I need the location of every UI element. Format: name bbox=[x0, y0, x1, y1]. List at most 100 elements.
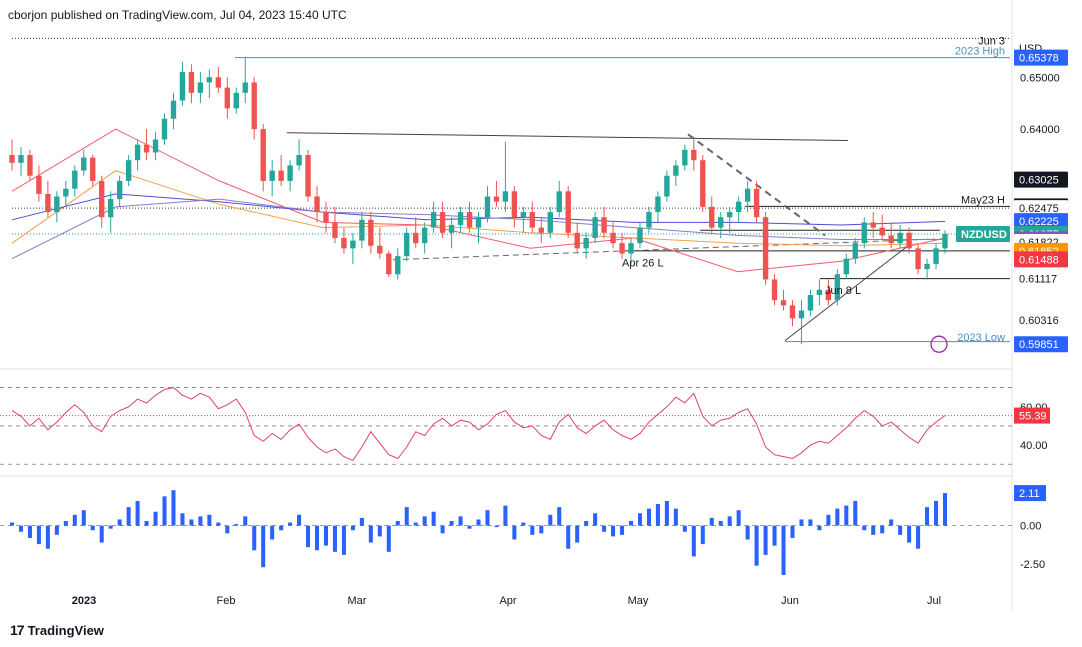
macd-bar bbox=[745, 525, 750, 540]
macd-bar bbox=[611, 525, 616, 537]
candle-body bbox=[197, 82, 204, 93]
candle-body bbox=[574, 232, 580, 249]
price-note: May23 H bbox=[961, 194, 1005, 206]
candle bbox=[251, 77, 257, 140]
candle bbox=[116, 175, 123, 207]
candle-body bbox=[350, 240, 356, 249]
candle-body bbox=[807, 295, 814, 311]
candle-body bbox=[107, 199, 114, 218]
candle bbox=[753, 180, 760, 223]
candle-body bbox=[323, 212, 329, 223]
candle-body bbox=[368, 219, 374, 246]
candle bbox=[170, 92, 177, 130]
candle bbox=[735, 196, 742, 223]
candle bbox=[296, 139, 302, 171]
candle-body bbox=[924, 263, 930, 270]
candle-body bbox=[413, 232, 419, 244]
macd-bar bbox=[216, 522, 221, 526]
candle-body bbox=[36, 175, 42, 194]
macd-bar bbox=[207, 514, 212, 526]
candle-body bbox=[753, 188, 760, 218]
macd-tick: -2.50 bbox=[1020, 559, 1045, 571]
macd-bar bbox=[288, 522, 293, 526]
candle bbox=[574, 222, 580, 254]
candle-body bbox=[628, 243, 634, 254]
macd-bar bbox=[306, 525, 311, 548]
candle-body bbox=[457, 212, 464, 226]
price-tag-bg bbox=[1014, 270, 1068, 287]
macd-bar bbox=[45, 525, 50, 549]
candle bbox=[807, 289, 814, 316]
macd-bar bbox=[341, 525, 346, 555]
candle-body bbox=[233, 92, 239, 109]
macd-bar bbox=[422, 516, 427, 526]
macd-bar bbox=[117, 519, 122, 526]
macd-bar bbox=[99, 525, 104, 543]
candle-body bbox=[161, 118, 168, 140]
candle-body bbox=[45, 193, 51, 213]
candle bbox=[27, 149, 33, 181]
macd-bar bbox=[907, 525, 912, 543]
candle bbox=[682, 144, 688, 171]
candle bbox=[691, 136, 697, 171]
candle-body bbox=[260, 129, 266, 181]
candle bbox=[619, 232, 625, 259]
macd-bar bbox=[350, 525, 355, 531]
macd-bar bbox=[736, 510, 741, 526]
tradingview-brand[interactable]: 17 TradingView bbox=[10, 622, 104, 638]
price-note: 2023 High bbox=[955, 46, 1005, 58]
candle-body bbox=[843, 258, 850, 275]
time-tick: Mar bbox=[348, 595, 367, 607]
macd-bar bbox=[880, 525, 885, 534]
macd-bar bbox=[81, 510, 86, 526]
tradingview-logo-icon: 17 bbox=[10, 622, 25, 638]
candle bbox=[368, 212, 374, 254]
macd-bar bbox=[467, 525, 472, 529]
macd-bar bbox=[359, 517, 364, 526]
candle-body bbox=[664, 175, 670, 197]
candle bbox=[583, 232, 589, 259]
macd-pane: 0.00 -2.50 2.11 bbox=[0, 485, 1046, 575]
candle-body bbox=[789, 305, 796, 319]
macd-bar bbox=[252, 525, 257, 551]
candle-body bbox=[744, 188, 751, 202]
candle bbox=[457, 206, 464, 233]
candle bbox=[161, 113, 168, 145]
macd-bar bbox=[781, 525, 786, 575]
macd-bar bbox=[323, 525, 329, 546]
candle-body bbox=[395, 256, 401, 275]
macd-bar bbox=[36, 525, 41, 545]
candle-body bbox=[493, 196, 500, 202]
candle-body bbox=[188, 72, 195, 93]
candle bbox=[709, 196, 715, 233]
candle-body bbox=[54, 196, 60, 213]
macd-bar bbox=[171, 490, 176, 526]
publisher-line: cborjon published on TradingView.com, Ju… bbox=[8, 8, 347, 22]
macd-bar bbox=[664, 500, 669, 526]
candle bbox=[879, 214, 885, 241]
candle-body bbox=[861, 222, 867, 244]
candle bbox=[556, 180, 562, 218]
macd-bar bbox=[628, 520, 634, 526]
candle-body bbox=[314, 196, 320, 213]
macd-bar bbox=[646, 508, 651, 526]
bolt-icon bbox=[930, 335, 948, 353]
macd-bar bbox=[691, 525, 696, 557]
time-tick: Jun bbox=[781, 595, 799, 607]
candle bbox=[843, 253, 850, 280]
low-annotation: Apr 26 L bbox=[622, 258, 664, 270]
candle bbox=[897, 225, 903, 249]
candle-body bbox=[879, 227, 885, 236]
macd-bar bbox=[853, 500, 858, 526]
candle bbox=[260, 123, 266, 192]
candle-body bbox=[215, 77, 222, 88]
candle-body bbox=[81, 157, 87, 171]
candles bbox=[9, 57, 948, 345]
price-tag-bg bbox=[1014, 312, 1068, 329]
candle bbox=[780, 289, 787, 311]
macd-bar bbox=[548, 514, 553, 526]
candle-body bbox=[386, 253, 392, 275]
